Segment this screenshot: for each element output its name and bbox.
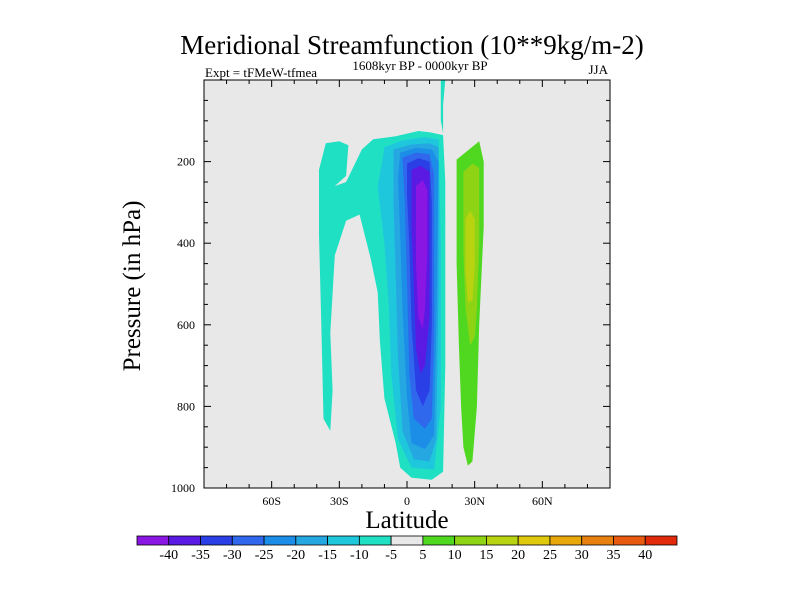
colorbar-swatch: [295, 535, 328, 546]
y-tick-label: 1000: [171, 481, 195, 495]
colorbar-swatch: [327, 535, 360, 546]
colorbar-swatch: [422, 535, 456, 546]
contour-region-southern-cell-minus40: [416, 180, 428, 329]
y-tick-label: 400: [177, 236, 195, 250]
colorbar-label: 30: [575, 548, 589, 563]
chart-title: Meridional Streamfunction (10**9kg/m-2): [180, 30, 643, 60]
y-tick-label: 800: [177, 399, 195, 413]
x-tick-label: 30S: [330, 494, 349, 508]
colorbar-label: -15: [318, 548, 337, 563]
colorbar-swatch: [549, 535, 583, 546]
colorbar-label: 5: [419, 548, 426, 563]
subtitle-period: 1608kyr BP - 0000kyr BP: [352, 58, 487, 73]
subtitle-experiment: Expt = tFMeW-tfmea: [205, 65, 317, 80]
x-axis-label: Latitude: [365, 507, 448, 534]
colorbar-swatch: [168, 535, 201, 546]
colorbar-swatch: [517, 535, 551, 546]
subtitle-season: JJA: [588, 62, 608, 77]
colorbar-label: -40: [159, 548, 178, 563]
colorbar-swatch: [613, 535, 646, 546]
contour-region-northern-cell-plus15: [465, 210, 475, 303]
contour-regions: [319, 80, 484, 480]
colorbar-label: -20: [286, 548, 305, 563]
colorbar-label: 25: [543, 548, 557, 563]
colorbar-swatch: [358, 535, 392, 546]
colorbar-label: -35: [191, 548, 210, 563]
x-tick-label: 30N: [464, 494, 485, 508]
x-tick-label: 60N: [532, 494, 553, 508]
colorbar-swatch: [231, 535, 265, 546]
y-tick-label: 200: [177, 155, 195, 169]
colorbar-swatch: [454, 535, 487, 546]
colorbar-label: 15: [479, 548, 493, 563]
colorbar-label: 40: [638, 548, 652, 563]
colorbar-label: 10: [448, 548, 462, 563]
axis-ticks: 60S 30S 0 30N 60N 200 400 600 800 1000: [171, 80, 610, 508]
colorbar-label: 35: [606, 548, 620, 563]
colorbar-label: 20: [511, 548, 525, 563]
y-tick-label: 600: [177, 318, 195, 332]
contour-region-equator-spike: [440, 80, 446, 133]
x-tick-label: 0: [404, 494, 410, 508]
colorbar-label: -5: [385, 548, 397, 563]
colorbar-label: -10: [350, 548, 369, 563]
colorbar-swatch: [581, 535, 614, 546]
colorbar-swatch: [136, 535, 170, 546]
y-axis-label: Pressure (in hPa): [119, 201, 146, 372]
colorbar-swatch: [390, 535, 424, 546]
colorbar: -40 -35 -30 -25 -20 -15 -10 -5 5 10 15 20 25 30 35 40: [136, 535, 678, 563]
colorbar-swatch: [263, 535, 297, 546]
x-tick-label: 60S: [262, 494, 281, 508]
colorbar-swatch: [200, 535, 233, 546]
colorbar-label: -30: [223, 548, 242, 563]
colorbar-label: -25: [255, 548, 274, 563]
colorbar-swatch: [644, 535, 678, 546]
colorbar-swatch: [486, 535, 519, 546]
